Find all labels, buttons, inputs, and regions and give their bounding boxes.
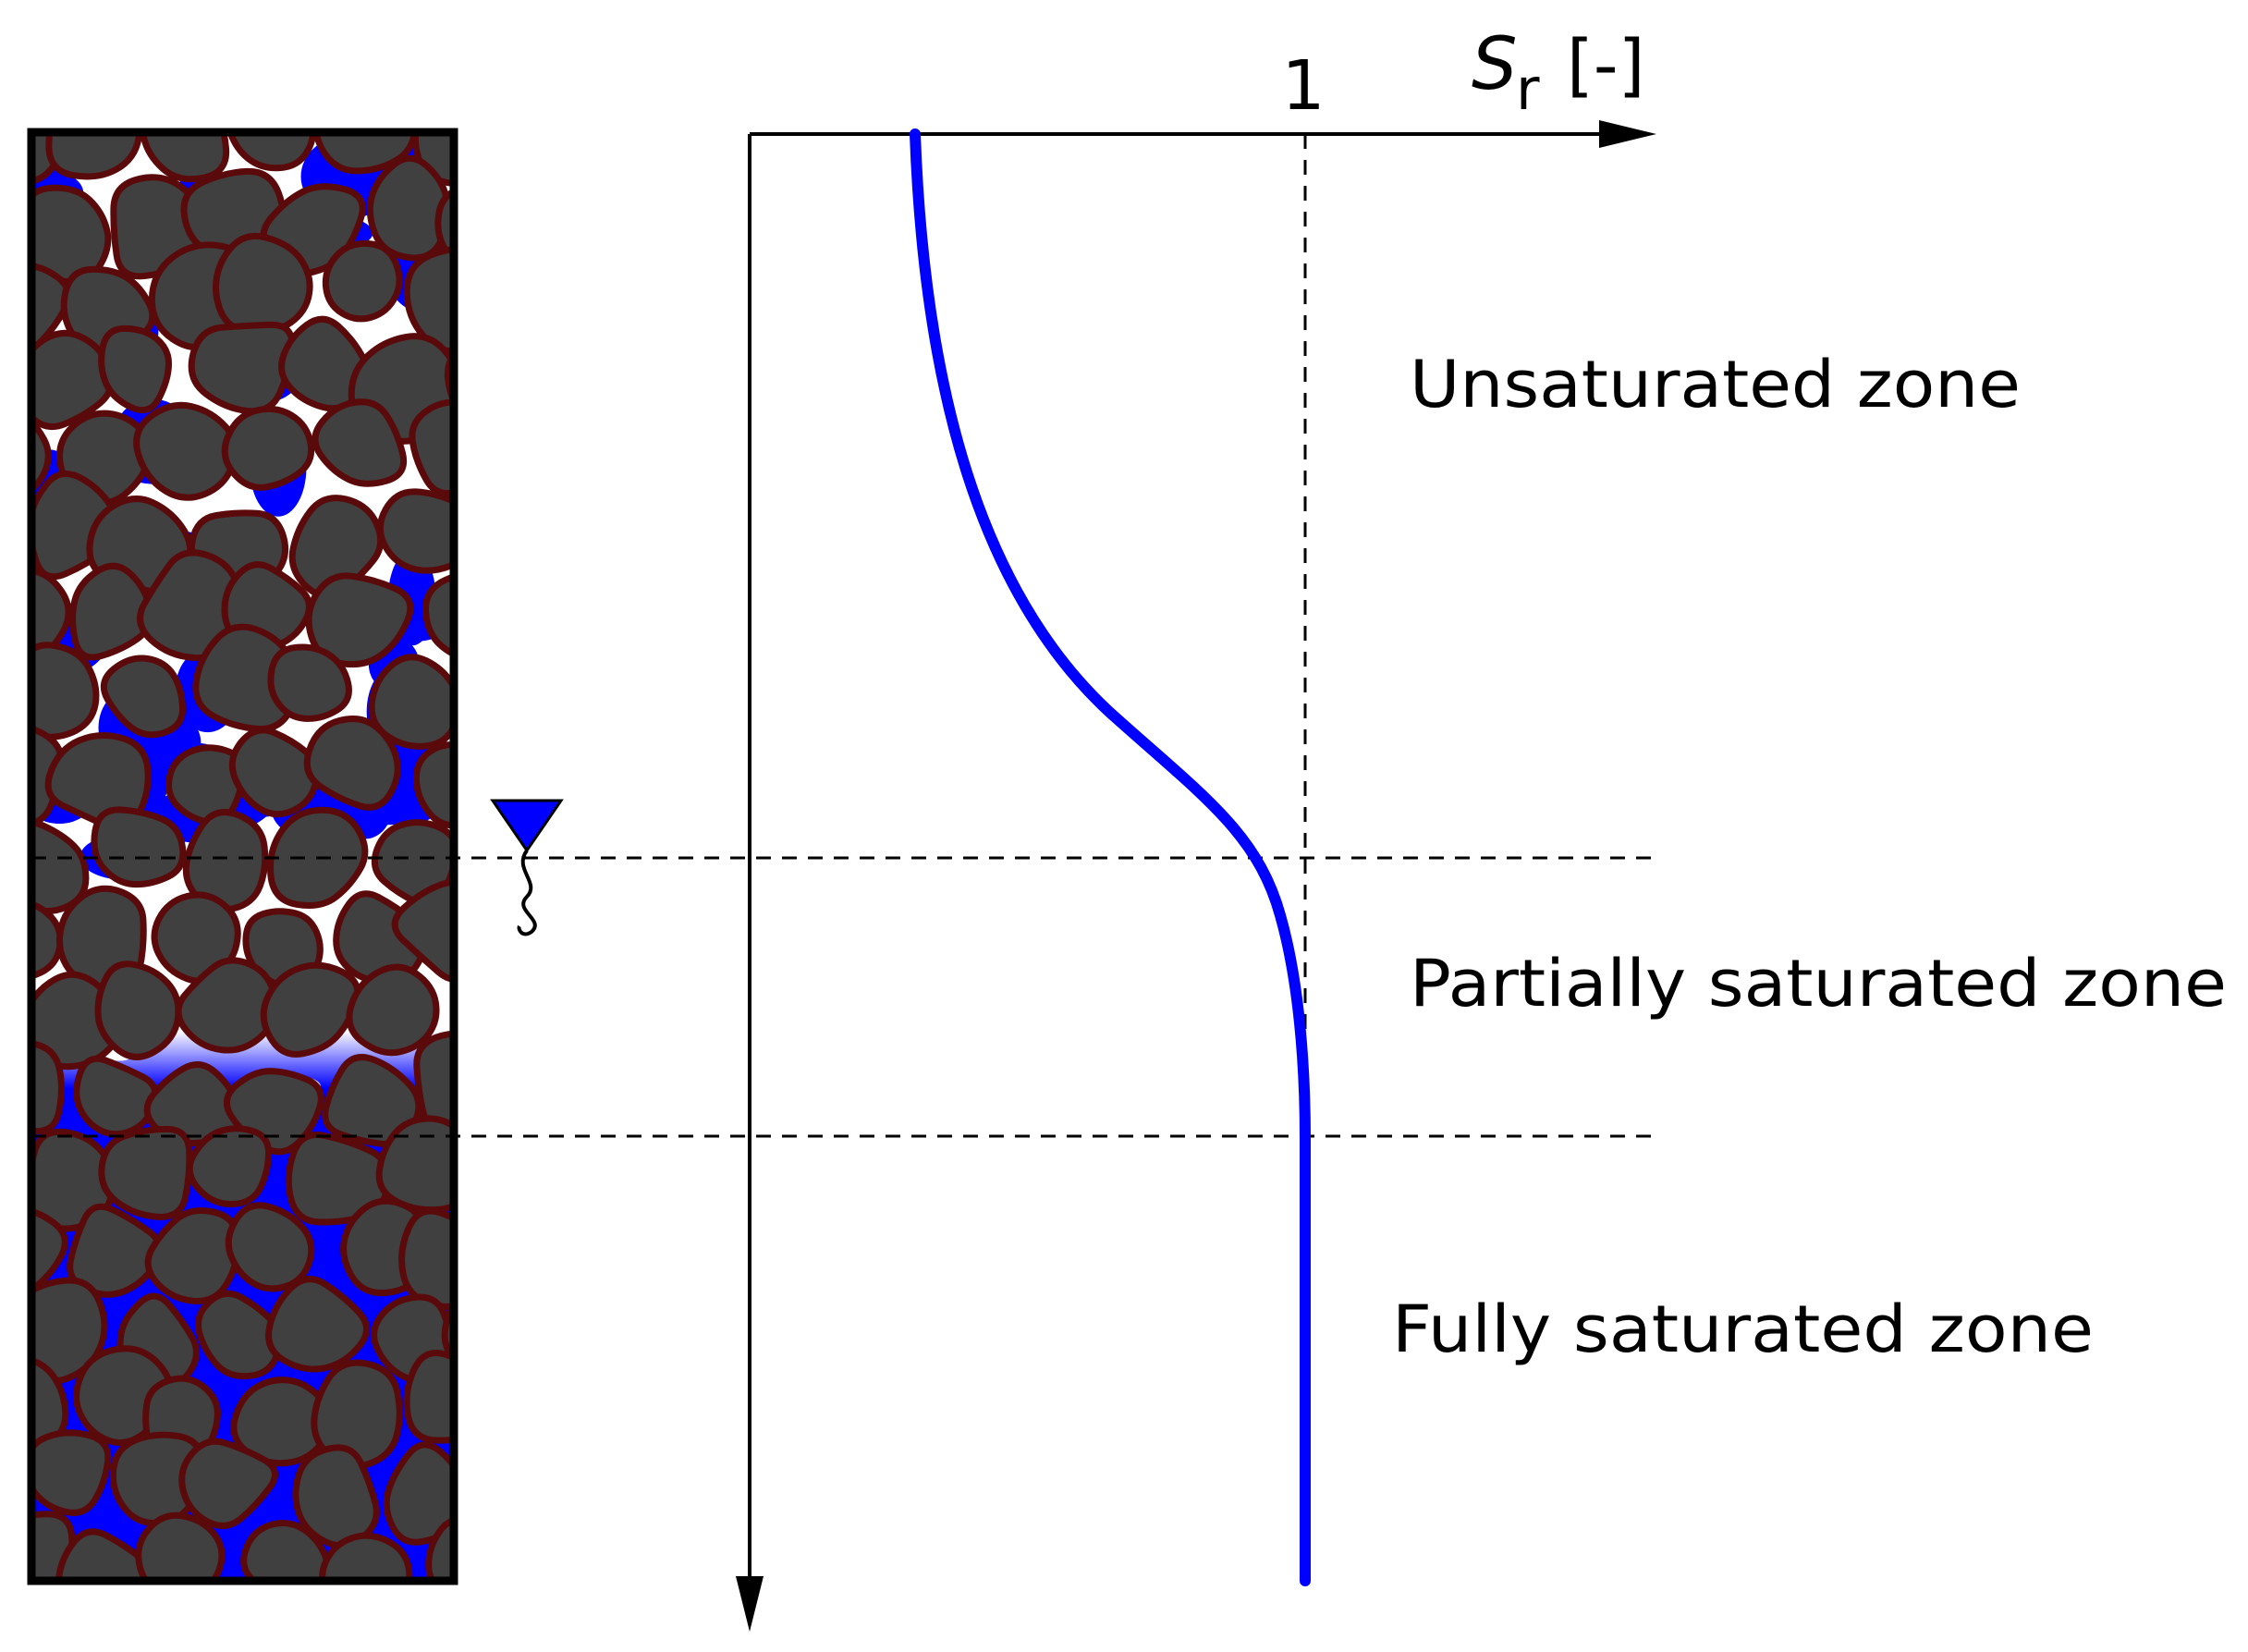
grain xyxy=(441,1302,454,1365)
grain xyxy=(376,488,454,574)
grain xyxy=(31,1356,69,1453)
grain xyxy=(383,1441,454,1546)
grain xyxy=(45,132,143,180)
grain xyxy=(140,132,230,183)
grain xyxy=(444,349,454,409)
axis-subscript: r xyxy=(1516,55,1540,123)
grain xyxy=(31,416,52,494)
grain xyxy=(73,1055,159,1138)
grain xyxy=(322,1054,422,1148)
grain xyxy=(460,662,562,754)
grain xyxy=(312,398,408,487)
soil-column xyxy=(31,132,563,1581)
zone-label: Partially saturated zone xyxy=(1410,946,2227,1022)
tick-label: 1 xyxy=(1281,46,1325,126)
grain xyxy=(267,643,352,722)
grain xyxy=(371,819,454,908)
grain xyxy=(265,1276,371,1373)
axis-symbol: S xyxy=(1472,23,1518,106)
grain xyxy=(31,329,116,430)
grain xyxy=(31,1429,112,1516)
grain xyxy=(135,1511,226,1581)
grain xyxy=(458,980,560,1073)
grain xyxy=(94,961,182,1060)
grain xyxy=(375,1115,454,1214)
grain xyxy=(221,405,315,491)
depth-arrow xyxy=(736,1576,764,1632)
axis-unit: [-] xyxy=(1567,26,1644,105)
grain xyxy=(226,132,317,172)
grain xyxy=(100,655,187,739)
grain xyxy=(31,1040,65,1135)
grain xyxy=(31,1207,68,1294)
grain xyxy=(460,1142,547,1225)
grain xyxy=(98,324,173,414)
grain xyxy=(31,1511,76,1581)
grain xyxy=(178,1438,278,1529)
grain xyxy=(303,716,401,811)
grain xyxy=(151,891,241,985)
grain xyxy=(413,1030,454,1140)
grain xyxy=(319,1532,413,1581)
grain xyxy=(322,239,403,323)
grain xyxy=(133,401,239,501)
grain xyxy=(346,963,440,1057)
grain xyxy=(311,1359,403,1470)
saturation-curve xyxy=(910,128,1311,1586)
dashed-lines xyxy=(31,134,1655,1139)
grain xyxy=(240,1520,331,1581)
grain xyxy=(31,642,100,740)
water-table-squiggle xyxy=(517,849,537,936)
grain xyxy=(98,1125,193,1220)
grain xyxy=(458,505,544,592)
grain xyxy=(31,184,112,286)
grain xyxy=(403,1349,454,1444)
water-table-symbol xyxy=(490,799,564,853)
grains xyxy=(31,132,563,1581)
grain xyxy=(458,1458,563,1557)
grain xyxy=(225,1202,315,1292)
grain xyxy=(412,741,454,829)
grain xyxy=(422,573,454,658)
grain xyxy=(31,1277,108,1385)
grain xyxy=(137,549,244,662)
grain xyxy=(409,398,454,496)
grain xyxy=(213,232,313,336)
grain xyxy=(186,1125,273,1208)
grain xyxy=(31,819,90,915)
grain xyxy=(91,806,187,888)
grain xyxy=(391,879,454,983)
zone-label: Unsaturated zone xyxy=(1410,347,2021,422)
grain xyxy=(366,154,451,262)
zone-label: Fully saturated zone xyxy=(1392,1291,2094,1367)
grain xyxy=(188,321,296,415)
grain xyxy=(425,1517,454,1581)
x-arrow xyxy=(1599,120,1656,148)
